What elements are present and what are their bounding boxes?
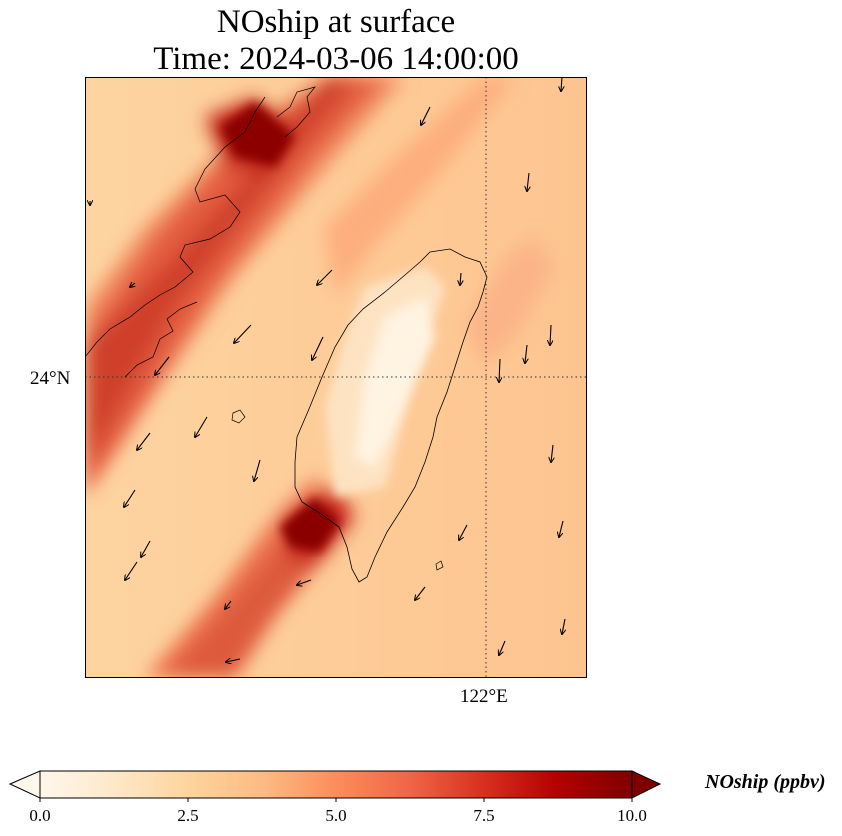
- island-outline-penghu: [231, 409, 444, 571]
- noship-concentration-field: [85, 77, 555, 678]
- shipping-lane-maximum-north: [220, 102, 295, 167]
- colorbar-tick-label: 7.5: [473, 806, 495, 825]
- colorbar-tick-label: 2.5: [177, 806, 199, 825]
- map-panel: [85, 77, 587, 678]
- taiwan-coastline: [294, 248, 488, 583]
- wind-vectors: [90, 77, 565, 662]
- taiwan-field-low: [325, 267, 445, 497]
- colorbar-gradient: [39, 770, 633, 799]
- latitude-label: 24°N: [30, 368, 71, 389]
- map-border: [85, 77, 587, 678]
- colorbar-extend-high: [631, 770, 662, 799]
- plot-title-line-2: Time: 2024-03-06 14:00:00: [153, 41, 519, 77]
- colorbar-label: NOship (ppbv): [705, 771, 826, 793]
- fujian-coastline: [85, 86, 316, 378]
- colorbar-extend-low: [8, 770, 41, 799]
- colorbar-tick-label: 10.0: [617, 806, 647, 825]
- plot-title-line-1: NOship at surface: [216, 4, 456, 40]
- colorbar: 0.0 2.5 5.0 7.5 10.0 NOship (ppbv): [0, 760, 842, 836]
- shipping-lane-maximum-south: [280, 497, 340, 552]
- colorbar-tick-label: 0.0: [29, 806, 51, 825]
- colorbar-bar: [8, 770, 662, 802]
- map-canvas: [85, 77, 587, 678]
- colorbar-tick-label: 5.0: [325, 806, 347, 825]
- longitude-label: 122°E: [460, 686, 508, 707]
